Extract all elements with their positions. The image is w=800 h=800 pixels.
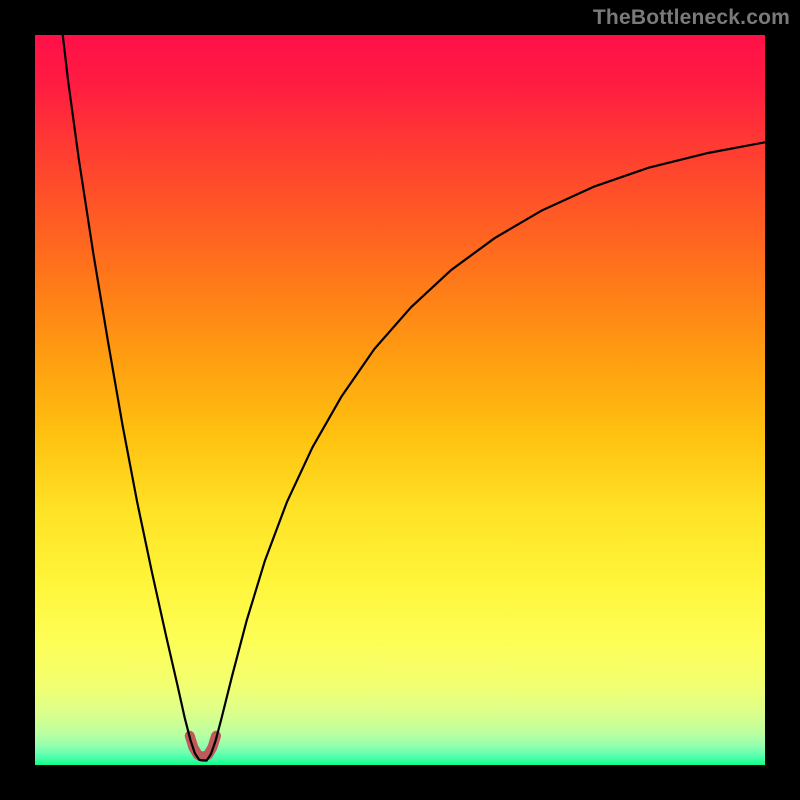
watermark-text: TheBottleneck.com [593, 6, 790, 30]
plot-svg [35, 35, 765, 765]
plot-area [35, 35, 765, 765]
chart-canvas: TheBottleneck.com [0, 0, 800, 800]
gradient-background [35, 35, 765, 765]
